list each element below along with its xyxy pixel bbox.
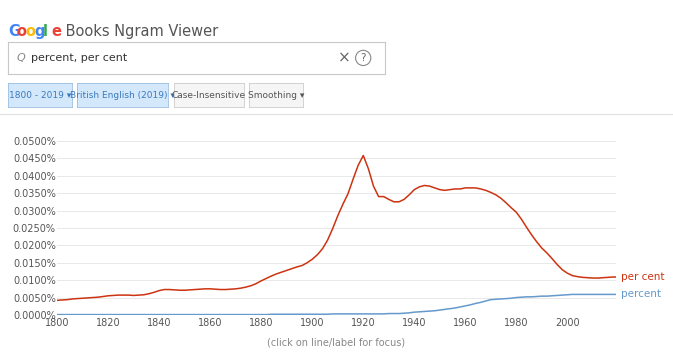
Text: g: g [34, 24, 45, 38]
Text: ×: × [338, 50, 351, 66]
Text: e: e [52, 24, 62, 38]
Text: o: o [17, 24, 27, 38]
Text: 1800 - 2019 ▾: 1800 - 2019 ▾ [9, 90, 71, 100]
Text: per cent: per cent [621, 272, 665, 282]
Text: Books Ngram Viewer: Books Ngram Viewer [61, 24, 218, 38]
Text: Q: Q [16, 53, 25, 63]
Text: percent: percent [621, 289, 662, 299]
Text: G: G [8, 24, 20, 38]
Text: Case-Insensitive: Case-Insensitive [172, 90, 246, 100]
Text: British English (2019) ▾: British English (2019) ▾ [71, 90, 175, 100]
Text: o: o [26, 24, 36, 38]
Text: percent, per cent: percent, per cent [31, 53, 127, 63]
Text: (click on line/label for focus): (click on line/label for focus) [267, 337, 406, 348]
Text: Smoothing ▾: Smoothing ▾ [248, 90, 304, 100]
Text: ?: ? [361, 53, 366, 63]
Text: l: l [43, 24, 48, 38]
